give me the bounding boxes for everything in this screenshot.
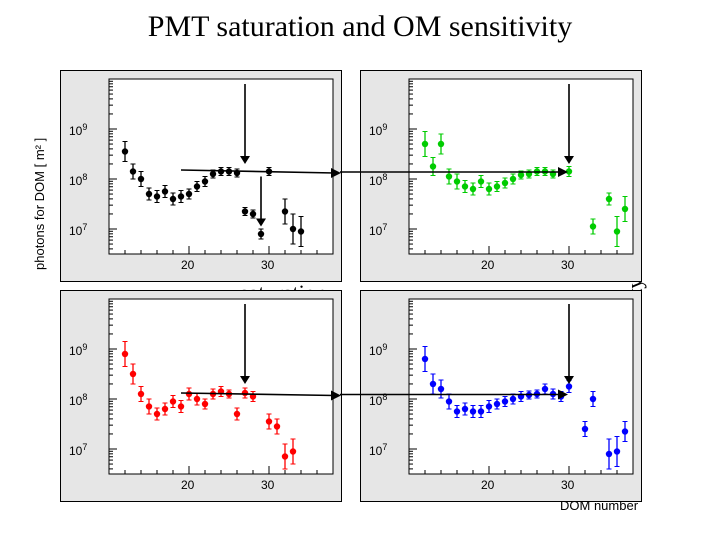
data-point	[446, 398, 452, 404]
data-point	[470, 186, 476, 192]
data-point	[154, 193, 160, 199]
data-point	[122, 148, 128, 154]
data-point	[550, 391, 556, 397]
data-point	[558, 393, 564, 399]
data-point	[130, 371, 136, 377]
data-point	[486, 403, 492, 409]
data-point	[146, 403, 152, 409]
data-point	[494, 401, 500, 407]
data-point	[178, 403, 184, 409]
chart-svg	[61, 291, 341, 501]
data-point	[518, 172, 524, 178]
page-title: PMT saturation and OM sensitivity	[148, 10, 572, 44]
data-point	[422, 356, 428, 362]
data-point	[258, 231, 264, 237]
data-point	[422, 141, 428, 147]
data-point	[502, 180, 508, 186]
data-point	[194, 396, 200, 402]
data-point	[438, 141, 444, 147]
data-point	[162, 406, 168, 412]
data-point	[542, 168, 548, 174]
data-point	[146, 191, 152, 197]
data-point	[606, 196, 612, 202]
data-point	[186, 391, 192, 397]
data-point	[486, 186, 492, 192]
data-point	[242, 390, 248, 396]
data-point	[454, 408, 460, 414]
data-point	[494, 183, 500, 189]
data-point	[250, 211, 256, 217]
data-point	[446, 173, 452, 179]
data-point	[582, 426, 588, 432]
data-point	[202, 401, 208, 407]
data-point	[590, 396, 596, 402]
data-point	[178, 193, 184, 199]
data-point	[534, 168, 540, 174]
chart-svg	[61, 71, 341, 281]
data-point	[170, 196, 176, 202]
y-axis-label: photons for DOM [ m² ]	[32, 138, 47, 270]
data-point	[518, 393, 524, 399]
chart-svg	[361, 291, 641, 501]
data-point	[186, 191, 192, 197]
data-point	[138, 391, 144, 397]
data-point	[298, 228, 304, 234]
data-point	[430, 381, 436, 387]
chart-panel: 1071081092030	[60, 290, 342, 502]
data-point	[430, 163, 436, 169]
data-point	[502, 398, 508, 404]
data-point	[614, 448, 620, 454]
data-point	[170, 398, 176, 404]
data-point	[462, 406, 468, 412]
data-point	[274, 423, 280, 429]
data-point	[122, 351, 128, 357]
data-point	[162, 188, 168, 194]
data-point	[242, 208, 248, 214]
chart-panel: 1071081092030	[360, 70, 642, 282]
data-point	[590, 223, 596, 229]
data-point	[550, 171, 556, 177]
data-point	[526, 171, 532, 177]
chart-panel: 1071081092030	[360, 290, 642, 502]
data-point	[282, 208, 288, 214]
data-point	[210, 171, 216, 177]
data-point	[510, 176, 516, 182]
data-point	[202, 178, 208, 184]
data-point	[542, 386, 548, 392]
data-point	[266, 418, 272, 424]
data-point	[622, 206, 628, 212]
data-point	[614, 228, 620, 234]
data-point	[290, 448, 296, 454]
data-point	[130, 168, 136, 174]
data-point	[478, 408, 484, 414]
data-point	[454, 178, 460, 184]
data-point	[234, 411, 240, 417]
data-point	[290, 226, 296, 232]
data-point	[138, 176, 144, 182]
data-point	[470, 408, 476, 414]
data-point	[282, 453, 288, 459]
plot-grid: photons for DOM [ m² ] DOM number satura…	[60, 70, 680, 510]
data-point	[622, 428, 628, 434]
data-point	[526, 392, 532, 398]
data-point	[194, 183, 200, 189]
data-point	[534, 391, 540, 397]
data-point	[510, 396, 516, 402]
data-point	[566, 383, 572, 389]
data-point	[606, 451, 612, 457]
chart-svg	[361, 71, 641, 281]
data-point	[438, 386, 444, 392]
data-point	[462, 183, 468, 189]
data-point	[566, 168, 572, 174]
chart-panel: 1071081092030	[60, 70, 342, 282]
data-point	[154, 411, 160, 417]
data-point	[478, 178, 484, 184]
